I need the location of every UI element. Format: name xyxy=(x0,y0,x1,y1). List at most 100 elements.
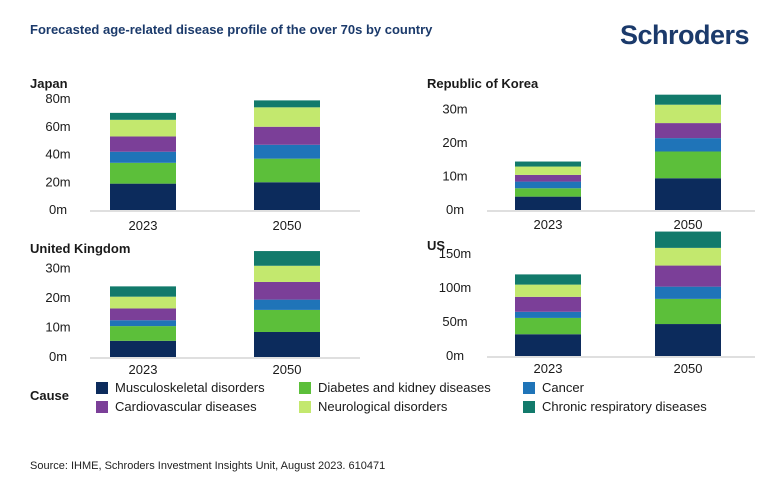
legend-swatch xyxy=(523,400,535,413)
bar-segment xyxy=(254,299,320,310)
legend-label: Neurological disorders xyxy=(318,399,448,414)
bar-segment xyxy=(655,265,721,287)
panel-title: US xyxy=(427,238,445,253)
bar-segment xyxy=(254,309,320,332)
legend-swatch xyxy=(523,381,535,394)
bar-segment xyxy=(515,317,581,335)
bar-segment xyxy=(515,284,581,297)
y-tick-label: 20m xyxy=(442,135,467,150)
bar-segment xyxy=(110,136,176,152)
x-tick-label: 2023 xyxy=(534,217,563,232)
bar-segment xyxy=(655,247,721,266)
chart-title: Forecasted age-related disease profile o… xyxy=(30,22,433,37)
y-tick-label: 30m xyxy=(45,261,70,276)
bar-segment xyxy=(254,251,320,266)
bar-segment xyxy=(515,296,581,312)
bar-segment xyxy=(515,188,581,197)
source-note: Source: IHME, Schroders Investment Insig… xyxy=(30,460,386,472)
bar-segment xyxy=(515,161,581,167)
legend-item: Cancer xyxy=(523,380,584,395)
bar-segment xyxy=(655,286,721,299)
legend-label: Musculoskeletal disorders xyxy=(115,380,265,395)
bar-segment xyxy=(110,162,176,184)
bar-segment xyxy=(655,151,721,179)
bar-segment xyxy=(655,138,721,152)
x-tick-label: 2050 xyxy=(674,217,703,232)
y-tick-label: 150m xyxy=(439,246,472,261)
y-tick-label: 80m xyxy=(45,91,70,106)
x-tick-label: 2050 xyxy=(674,361,703,376)
bar-segment xyxy=(110,112,176,120)
bar-segment xyxy=(110,119,176,137)
legend-title: Cause xyxy=(30,388,70,403)
bar-segment xyxy=(515,196,581,210)
bar-segment xyxy=(110,151,176,163)
legend-swatch xyxy=(299,381,311,394)
bar-segment xyxy=(110,308,176,321)
bar-segment xyxy=(254,331,320,357)
legend-item: Cardiovascular diseases xyxy=(96,399,257,414)
schroders-logo: Schroders xyxy=(620,20,750,50)
legend-label: Diabetes and kidney diseases xyxy=(318,380,491,395)
bar-segment xyxy=(254,182,320,210)
legend-item: Neurological disorders xyxy=(299,399,447,414)
bar-segment xyxy=(655,104,721,124)
y-tick-label: 20m xyxy=(45,290,70,305)
legend-label: Chronic respiratory diseases xyxy=(542,399,707,414)
x-tick-label: 2023 xyxy=(129,362,158,377)
y-tick-label: 30m xyxy=(442,102,467,117)
y-tick-label: 100m xyxy=(439,280,472,295)
legend-label: Cancer xyxy=(542,380,584,395)
bar-segment xyxy=(110,326,176,341)
y-tick-label: 60m xyxy=(45,119,70,134)
y-tick-label: 20m xyxy=(45,174,70,189)
bar-segment xyxy=(655,178,721,210)
bar-segment xyxy=(110,286,176,297)
bar-segment xyxy=(254,126,320,145)
panel-title: Japan xyxy=(30,76,68,91)
y-tick-label: 0m xyxy=(446,202,464,217)
y-tick-label: 40m xyxy=(45,147,70,162)
bar-segment xyxy=(254,100,320,108)
y-tick-label: 0m xyxy=(446,348,464,363)
legend-item: Musculoskeletal disorders xyxy=(96,380,265,395)
y-tick-label: 0m xyxy=(49,349,67,364)
bar-segment xyxy=(655,123,721,139)
bar-segment xyxy=(254,281,320,300)
y-tick-label: 50m xyxy=(442,314,467,329)
panel-title: United Kingdom xyxy=(30,241,130,256)
bar-segment xyxy=(655,324,721,356)
y-tick-label: 10m xyxy=(45,320,70,335)
bar-segment xyxy=(254,158,320,183)
y-tick-label: 0m xyxy=(49,202,67,217)
bar-segment xyxy=(655,94,721,105)
bar-segment xyxy=(515,311,581,318)
bar-segment xyxy=(254,107,320,127)
bar-segment xyxy=(254,144,320,159)
bar-segment xyxy=(515,181,581,189)
legend-label: Cardiovascular diseases xyxy=(115,399,257,414)
legend-swatch xyxy=(299,400,311,413)
bar-segment xyxy=(110,340,176,357)
panel-title: Republic of Korea xyxy=(427,76,539,91)
legend-item: Diabetes and kidney diseases xyxy=(299,380,491,395)
bar-segment xyxy=(655,298,721,325)
bar-segment xyxy=(515,274,581,285)
bar-segment xyxy=(655,231,721,248)
y-tick-label: 10m xyxy=(442,169,467,184)
legend-item: Chronic respiratory diseases xyxy=(523,399,707,414)
x-tick-label: 2023 xyxy=(534,361,563,376)
bar-segment xyxy=(110,320,176,327)
bar-segment xyxy=(110,296,176,309)
bar-segment xyxy=(515,166,581,175)
x-tick-label: 2050 xyxy=(273,362,302,377)
bar-segment xyxy=(110,183,176,210)
legend-swatch xyxy=(96,381,108,394)
legend-swatch xyxy=(96,400,108,413)
x-tick-label: 2023 xyxy=(129,218,158,233)
bar-segment xyxy=(254,265,320,282)
x-tick-label: 2050 xyxy=(273,218,302,233)
bar-segment xyxy=(515,174,581,182)
bar-segment xyxy=(515,334,581,356)
